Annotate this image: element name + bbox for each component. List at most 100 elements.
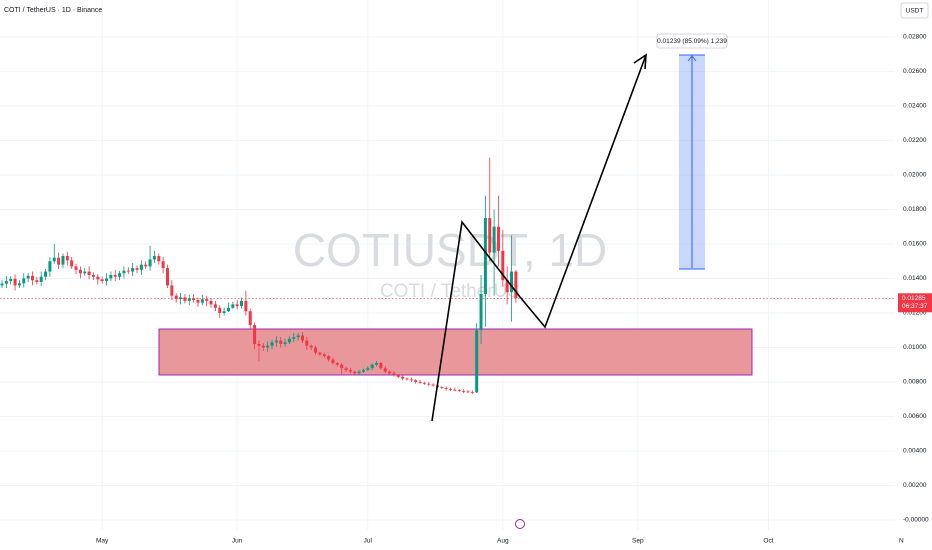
candle-body bbox=[396, 375, 400, 377]
candle-body bbox=[261, 345, 265, 348]
candle-body bbox=[405, 378, 409, 380]
candle-body bbox=[322, 354, 326, 357]
candle-body bbox=[449, 388, 453, 390]
candle-body bbox=[335, 362, 339, 365]
candle-body bbox=[131, 268, 135, 272]
candle-body bbox=[13, 278, 17, 286]
candle-body bbox=[270, 342, 274, 346]
y-tick-label: 0.01800 bbox=[903, 206, 927, 213]
candle-body bbox=[383, 368, 387, 372]
candle-body bbox=[379, 362, 383, 369]
x-tick-label: Oct bbox=[763, 538, 773, 545]
x-tick-label: Sep bbox=[632, 538, 644, 545]
event-icon bbox=[515, 519, 525, 529]
measure-label: 0.01239 (85.09%) 1,239 bbox=[657, 38, 727, 45]
candle-body bbox=[444, 388, 448, 389]
candle-body bbox=[0, 283, 4, 286]
candle-body bbox=[231, 304, 235, 308]
candle-body bbox=[118, 273, 122, 277]
x-tick-label: N bbox=[899, 538, 904, 545]
candle-body bbox=[105, 278, 109, 282]
candle-body bbox=[192, 298, 196, 301]
candle-body bbox=[57, 257, 61, 265]
candle-body bbox=[87, 271, 91, 276]
candle-body bbox=[157, 256, 161, 262]
y-tick-label: 0.00200 bbox=[903, 482, 927, 489]
candle-body bbox=[174, 295, 178, 300]
candle-body bbox=[100, 279, 104, 282]
candle-body bbox=[287, 338, 291, 343]
candle-body bbox=[148, 259, 152, 267]
candle-body bbox=[74, 266, 78, 270]
candle-body bbox=[440, 387, 444, 389]
last-price-box bbox=[898, 293, 932, 313]
candle-body bbox=[414, 380, 418, 382]
candle-body bbox=[327, 356, 331, 360]
measure-label-box bbox=[656, 33, 728, 49]
candle-body bbox=[366, 368, 370, 370]
x-tick-label: Aug bbox=[497, 538, 509, 545]
demand-zone bbox=[158, 328, 753, 376]
candle-body bbox=[401, 376, 405, 379]
candle-body bbox=[165, 268, 169, 286]
candle-body bbox=[496, 226, 500, 251]
candle-body bbox=[240, 300, 244, 307]
candle-body bbox=[283, 342, 287, 345]
candle-body bbox=[479, 293, 483, 331]
candle-body bbox=[52, 257, 56, 262]
candle-body bbox=[274, 340, 278, 343]
candle-body bbox=[361, 369, 365, 372]
candle-body bbox=[135, 268, 139, 270]
candle-body bbox=[39, 276, 43, 282]
y-tick-label: 0.00400 bbox=[903, 448, 927, 455]
candle-body bbox=[453, 389, 457, 391]
candle-body bbox=[26, 275, 30, 279]
candle-body bbox=[318, 352, 322, 355]
candle-body bbox=[96, 276, 100, 280]
candle-body bbox=[152, 256, 156, 260]
candle-body bbox=[4, 281, 8, 284]
candle-body bbox=[209, 300, 213, 305]
candle-body bbox=[218, 307, 222, 313]
candle-body bbox=[22, 278, 26, 284]
currency-box bbox=[900, 2, 929, 19]
candle-body bbox=[388, 371, 392, 374]
candle-body bbox=[409, 379, 413, 381]
candle-body bbox=[126, 270, 130, 272]
candle-body bbox=[510, 271, 514, 293]
watermark: COTIUSDT, 1D bbox=[293, 224, 607, 276]
candle-body bbox=[200, 299, 204, 303]
candle-body bbox=[196, 300, 200, 303]
y-tick-label: -0.00000 bbox=[903, 517, 929, 524]
candle-body bbox=[187, 298, 191, 301]
candle-body bbox=[340, 364, 344, 369]
y-tick-label: 0.00800 bbox=[903, 379, 927, 386]
candle-body bbox=[35, 280, 39, 282]
candle-body bbox=[109, 275, 113, 279]
candle-body bbox=[488, 218, 492, 253]
candle-body bbox=[279, 340, 283, 345]
candle-body bbox=[222, 311, 226, 313]
candle-body bbox=[235, 304, 239, 307]
currency: USDT bbox=[906, 8, 924, 15]
candle-body bbox=[348, 369, 352, 372]
candle-body bbox=[91, 275, 95, 277]
measure-arrow-head bbox=[687, 55, 697, 62]
candle-body bbox=[44, 271, 48, 277]
candle-body bbox=[144, 264, 148, 267]
candle-body bbox=[501, 250, 505, 281]
y-tick-label: 0.01000 bbox=[903, 344, 927, 351]
candle-body bbox=[457, 390, 461, 392]
chart-title: COTI / TetherUS · 1D · Binance bbox=[4, 7, 102, 14]
candle-body bbox=[205, 299, 209, 301]
candle-body bbox=[353, 371, 357, 374]
candle-body bbox=[305, 340, 309, 346]
candle-body bbox=[61, 256, 65, 265]
projection-arrow-head bbox=[633, 53, 647, 70]
candle-body bbox=[309, 345, 313, 348]
candle-body bbox=[183, 297, 187, 301]
candle-body bbox=[17, 283, 21, 286]
candle-body bbox=[213, 304, 217, 308]
